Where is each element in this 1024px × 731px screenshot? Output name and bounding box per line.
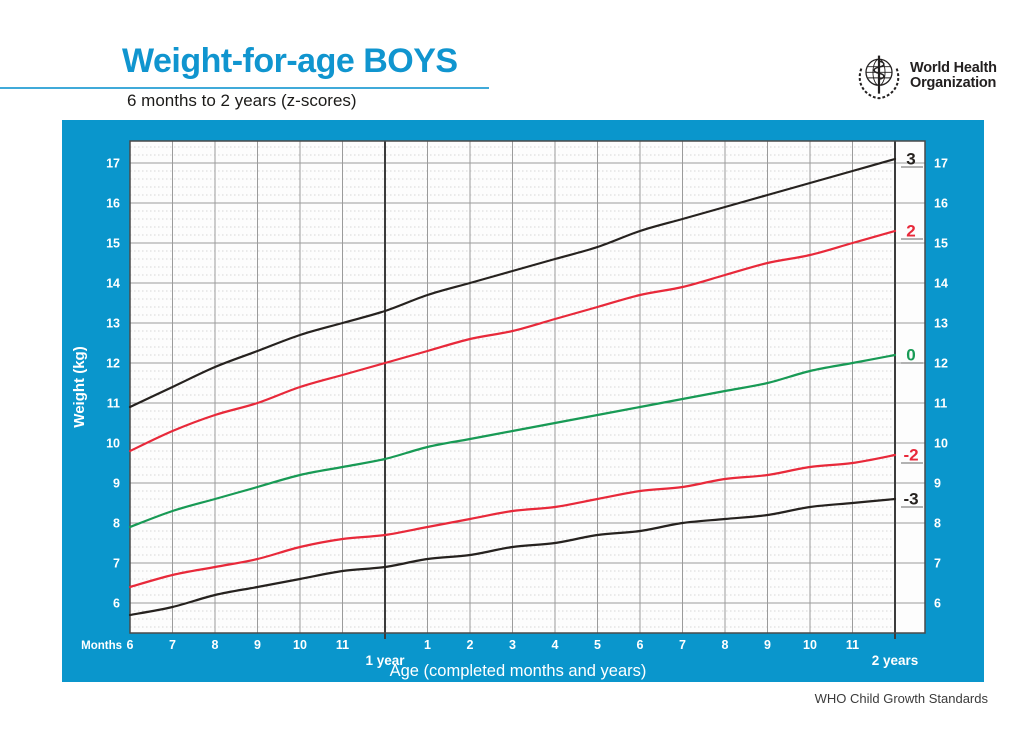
- curve-label-z-3: -3: [903, 490, 918, 509]
- x-tick: 2: [467, 638, 474, 652]
- curve-z3: [128, 157, 897, 409]
- page-title: Weight-for-age BOYS: [122, 42, 458, 80]
- z-score-curves: 3 2 0 -2 -3: [128, 150, 923, 617]
- y-axis-labels: 6 6 7 7 8 8 9 9 10 10 11 11 12 12 13 13 14 14 15 15 16 16 17 17: [106, 157, 948, 611]
- y-tick-right: 6: [934, 597, 941, 611]
- x-tick: 9: [254, 638, 261, 652]
- y-tick-right: 12: [934, 357, 948, 371]
- chart-panel: 3 2 0 -2 -3 6 6 7 7 8 8 9 9 10 10 11 11 12 12 13 13 14 14 15 15 1…: [62, 120, 984, 682]
- who-logo-text: World Health Organization: [910, 59, 997, 92]
- curve-z2: [128, 229, 897, 453]
- x-tick: 11: [846, 638, 859, 652]
- x-tick: 3: [509, 638, 516, 652]
- x-tick: 1: [424, 638, 431, 652]
- curve-label-z-2: -2: [903, 446, 918, 465]
- curve-z0: [128, 353, 897, 529]
- y-tick-left: 16: [106, 197, 120, 211]
- year-mark-2-years: 2 years: [872, 653, 919, 668]
- y-tick-left: 15: [106, 237, 120, 251]
- x-tick: 10: [293, 638, 307, 652]
- y-tick-right: 10: [934, 437, 948, 451]
- months-unit-label: Months: [81, 640, 122, 652]
- x-tick: 7: [679, 638, 686, 652]
- curve-label-z0: 0: [906, 346, 915, 365]
- x-tick: 11: [336, 638, 349, 652]
- y-tick-left: 13: [106, 317, 120, 331]
- curve-label-z3: 3: [906, 150, 915, 169]
- x-tick: 6: [127, 638, 134, 652]
- y-tick-right: 14: [934, 277, 948, 291]
- y-tick-left: 8: [113, 517, 120, 531]
- who-logo-line1: World Health: [910, 59, 997, 76]
- y-tick-right: 9: [934, 477, 941, 491]
- plot-border: [129, 140, 926, 634]
- y-tick-right: 17: [934, 157, 948, 171]
- x-tick: 5: [594, 638, 601, 652]
- who-emblem-icon: [858, 55, 900, 100]
- x-axis-title: Age (completed months and years): [390, 662, 647, 680]
- y-tick-left: 11: [107, 397, 120, 411]
- y-tick-right: 11: [934, 397, 947, 411]
- y-tick-right: 7: [934, 557, 941, 571]
- who-logo-line2: Organization: [910, 75, 997, 91]
- y-tick-left: 9: [113, 477, 120, 491]
- x-tick: 10: [803, 638, 817, 652]
- curve-label-z2: 2: [906, 222, 915, 241]
- y-tick-left: 7: [113, 557, 120, 571]
- x-tick: 4: [552, 638, 559, 652]
- x-tick: 9: [764, 638, 771, 652]
- curve-z-2: [128, 453, 897, 589]
- title-underline: [0, 87, 489, 89]
- y-tick-right: 13: [934, 317, 948, 331]
- page-subtitle: 6 months to 2 years (z-scores): [127, 91, 357, 110]
- y-tick-left: 6: [113, 597, 120, 611]
- y-tick-left: 12: [106, 357, 120, 371]
- y-tick-right: 16: [934, 197, 948, 211]
- y-tick-right: 8: [934, 517, 941, 531]
- gridlines: [129, 141, 925, 639]
- x-tick: 6: [637, 638, 644, 652]
- year-mark-1-year: 1 year: [365, 653, 405, 668]
- x-tick: 7: [169, 638, 176, 652]
- y-tick-right: 15: [934, 237, 948, 251]
- x-tick: 8: [722, 638, 729, 652]
- y-tick-left: 14: [106, 277, 120, 291]
- footer-text: WHO Child Growth Standards: [814, 691, 988, 706]
- x-tick: 8: [212, 638, 219, 652]
- curve-z-3: [128, 497, 897, 617]
- who-logo: World Health Organization: [853, 50, 997, 102]
- y-tick-left: 10: [106, 437, 120, 451]
- y-axis-title: Weight (kg): [71, 346, 88, 427]
- y-tick-left: 17: [106, 157, 120, 171]
